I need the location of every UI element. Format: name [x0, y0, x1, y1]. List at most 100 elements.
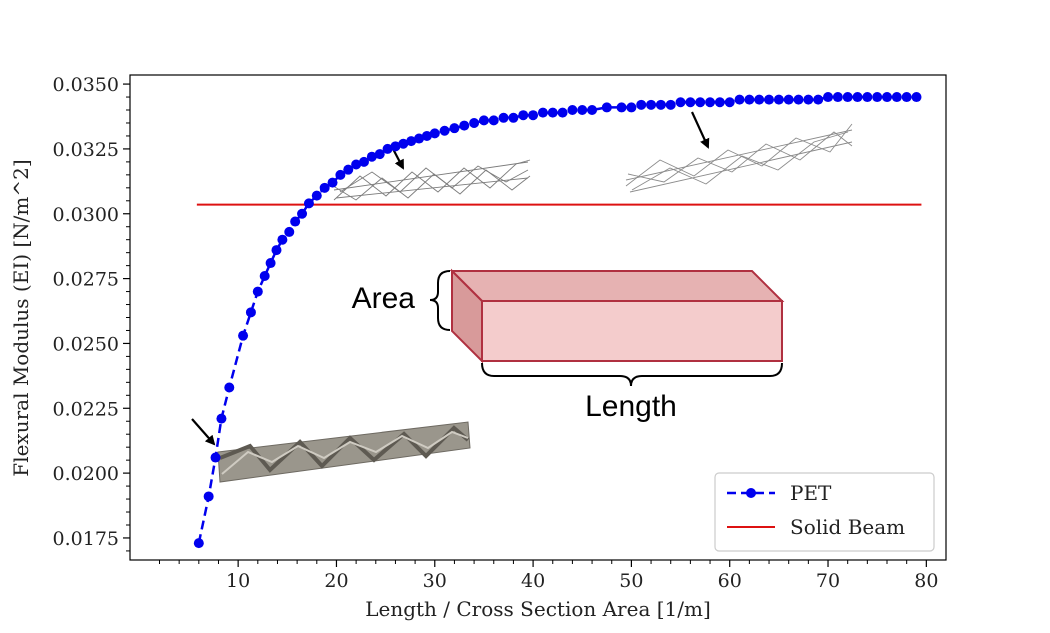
pet-data-point [567, 105, 578, 116]
pet-data-point [290, 216, 301, 227]
x-tick-label: 70 [816, 570, 840, 592]
pet-data-point [252, 286, 263, 297]
y-tick-label: 0.0250 [53, 333, 119, 355]
series-layer [193, 92, 922, 549]
area-label: Area [352, 282, 416, 315]
legend: PET Solid Beam [714, 472, 935, 552]
pet-data-point [421, 130, 432, 141]
legend-pet-marker [746, 488, 756, 498]
pet-data-point [685, 97, 696, 108]
pet-data-point [398, 138, 409, 149]
pet-data-point [882, 92, 893, 103]
pet-data-point [265, 258, 276, 269]
pet-data-point [488, 115, 499, 126]
pet-data-point [665, 99, 676, 110]
pet-data-point [271, 245, 282, 256]
pet-data-point [655, 99, 666, 110]
pet-data-point [449, 123, 460, 134]
pet-data-point [636, 99, 647, 110]
y-tick-label: 0.0350 [53, 74, 119, 96]
y-tick-label: 0.0175 [53, 528, 119, 550]
pet-data-point [793, 94, 804, 105]
pet-data-point [343, 164, 354, 175]
pet-data-point [193, 538, 204, 549]
pet-data-point [366, 151, 377, 162]
pet-data-point [429, 128, 440, 139]
pet-data-point [626, 102, 637, 113]
pet-data-point [734, 94, 745, 105]
pet-data-point [754, 94, 765, 105]
pet-data-point [803, 94, 814, 105]
y-tick-label: 0.0225 [53, 398, 119, 420]
pet-data-point [773, 94, 784, 105]
pet-data-point [390, 141, 401, 152]
pet-data-point [335, 169, 346, 180]
y-tick-label: 0.0275 [53, 269, 119, 291]
pet-data-point [216, 413, 227, 424]
pet-data-point [469, 117, 480, 128]
pet-data-point [303, 198, 314, 209]
y-tick-label: 0.0325 [53, 139, 119, 161]
pet-data-point [557, 107, 568, 118]
pet-data-point [284, 226, 295, 237]
beam-diagram: Area Length [352, 268, 785, 423]
pet-data-point [414, 133, 425, 144]
pet-data-point [528, 110, 539, 121]
pet-data-point [832, 92, 843, 103]
pet-data-point [203, 491, 214, 502]
pet-data-point [695, 97, 706, 108]
pet-data-point [382, 143, 393, 154]
pet-data-point [297, 208, 308, 219]
pet-data-point [577, 105, 588, 116]
pet-data-point [478, 115, 489, 126]
pet-data-point [459, 120, 470, 131]
pet-data-point [319, 182, 330, 193]
pet-data-point [714, 97, 725, 108]
pet-data-point [259, 271, 270, 282]
x-tick-label: 20 [324, 570, 348, 592]
beam-top-face [449, 270, 785, 302]
lattice-sketch-long [625, 123, 853, 193]
area-brace [429, 270, 451, 331]
pet-data-point [351, 159, 362, 170]
arrow-to-long-sketch [690, 111, 710, 149]
lattice-render-3d [217, 421, 471, 483]
pet-data-point [277, 234, 288, 245]
pet-data-point [891, 92, 902, 103]
pet-data-point [675, 97, 686, 108]
axis-ticks: 10 20 30 40 50 60 70 80 0.0175 0.0200 0.0225 0.0250… [53, 74, 939, 592]
arrow-to-render [191, 418, 216, 446]
y-tick-label: 0.0200 [53, 463, 119, 485]
legend-pet-label: PET [790, 481, 832, 505]
pet-data-point [823, 92, 834, 103]
pet-data-point [744, 94, 755, 105]
length-label: Length [585, 390, 677, 423]
pet-data-point [911, 92, 922, 103]
pet-data-point [374, 149, 385, 160]
x-tick-label: 40 [521, 570, 545, 592]
pet-data-point [901, 92, 912, 103]
pet-data-point [327, 177, 338, 188]
x-tick-label: 30 [423, 570, 447, 592]
pet-data-point [238, 330, 249, 341]
y-tick-label: 0.0300 [53, 204, 119, 226]
pet-data-point [518, 110, 529, 121]
pet-data-point [210, 452, 221, 463]
pet-data-point [842, 92, 853, 103]
legend-solid-label: Solid Beam [790, 515, 905, 539]
y-axis-title: Flexural Modulus (EI) [N/m^2] [9, 159, 33, 476]
lattice-sketch-small [329, 159, 531, 201]
pet-data-point [537, 107, 548, 118]
x-tick-label: 80 [914, 570, 938, 592]
length-brace [481, 362, 783, 387]
pet-data-point [724, 97, 735, 108]
pet-data-point [783, 94, 794, 105]
pet-data-point [439, 125, 450, 136]
pet-data-point [311, 190, 322, 201]
pet-data-point [705, 97, 716, 108]
x-tick-label: 10 [226, 570, 250, 592]
beam-front-face [481, 300, 783, 362]
pet-data-point [498, 112, 509, 123]
